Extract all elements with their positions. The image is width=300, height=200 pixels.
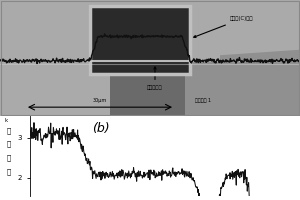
Text: 素: 素 xyxy=(7,141,11,147)
Text: 电子图像 1: 电子图像 1 xyxy=(195,98,211,103)
Text: 30μm: 30μm xyxy=(93,98,107,103)
Polygon shape xyxy=(110,59,220,116)
Text: 信: 信 xyxy=(7,154,11,161)
Text: 碳元素(C)含量: 碳元素(C)含量 xyxy=(194,16,254,37)
Text: (b): (b) xyxy=(92,122,110,135)
Text: 号: 号 xyxy=(7,168,11,175)
Bar xyxy=(90,6,190,74)
Bar xyxy=(90,6,190,74)
Text: 元: 元 xyxy=(7,127,11,134)
Polygon shape xyxy=(185,50,300,116)
Text: k: k xyxy=(4,118,8,123)
Text: 钓元素(Al)信号: 钓元素(Al)信号 xyxy=(0,199,1,200)
Text: 线扫描路径: 线扫描路径 xyxy=(147,67,163,90)
